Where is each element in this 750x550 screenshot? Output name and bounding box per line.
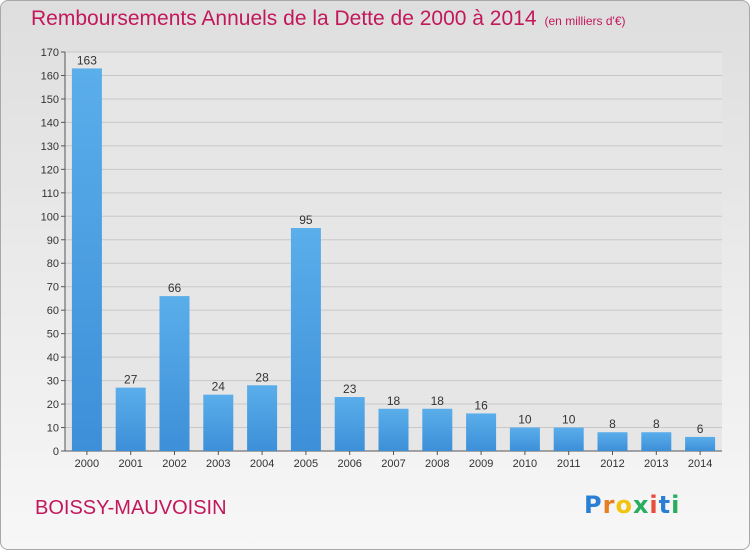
data-label-2006: 23 [343, 382, 357, 396]
proxiti-logo: Proxiti [584, 491, 680, 519]
x-tick-label-2013: 2013 [644, 458, 668, 470]
bar-2008 [422, 408, 453, 451]
chart-title-text: Remboursements Annuels de la Dette de 20… [31, 7, 537, 30]
y-tick-label: 130 [41, 141, 59, 153]
y-tick-label: 80 [47, 258, 59, 270]
bar-2006 [334, 397, 365, 451]
data-label-2002: 66 [168, 281, 182, 295]
y-tick-label: 160 [41, 70, 59, 82]
x-tick-label-2005: 2005 [294, 458, 318, 470]
y-tick-label: 10 [47, 423, 59, 435]
bar-2009 [466, 413, 497, 451]
commune-name: BOISSY-MAUVOISIN [35, 497, 227, 519]
logo-letter: i [671, 491, 681, 519]
data-label-2011: 10 [562, 413, 576, 427]
bar-2013 [641, 432, 672, 451]
x-tick-label-2011: 2011 [557, 458, 581, 470]
logo-letter: o [615, 491, 633, 519]
bar-2014 [685, 436, 716, 451]
data-label-2003: 24 [212, 380, 226, 394]
x-tick-label-2014: 2014 [688, 458, 712, 470]
x-tick-label-2009: 2009 [469, 458, 493, 470]
bar-2005 [290, 228, 321, 451]
bar-2003 [203, 394, 234, 451]
chart-unit: (en milliers d'€) [544, 14, 626, 28]
y-tick-label: 110 [41, 188, 59, 200]
bar-2011 [553, 427, 584, 451]
bar-2007 [378, 408, 409, 451]
bar-2002 [159, 296, 190, 451]
x-tick-label-2006: 2006 [337, 458, 361, 470]
y-tick-label: 60 [47, 305, 59, 317]
y-tick-label: 100 [41, 211, 59, 223]
y-tick-label: 20 [47, 399, 59, 411]
x-tick-label-2008: 2008 [425, 458, 449, 470]
y-tick-label: 40 [47, 352, 59, 364]
bar-2004 [247, 385, 278, 451]
data-label-2004: 28 [255, 370, 269, 384]
bar-2012 [597, 432, 628, 451]
data-label-2007: 18 [387, 394, 401, 408]
bar-2001 [115, 387, 146, 451]
y-tick-label: 70 [47, 282, 59, 294]
x-tick-label-2000: 2000 [75, 458, 99, 470]
logo-letter: t [658, 491, 672, 519]
y-tick-label: 50 [47, 329, 59, 341]
x-tick-label-2012: 2012 [600, 458, 624, 470]
bar-2010 [509, 427, 540, 451]
data-label-2012: 8 [609, 417, 616, 431]
data-label-2013: 8 [653, 417, 660, 431]
data-label-2001: 27 [124, 373, 138, 387]
chart-title: Remboursements Annuels de la Dette de 20… [31, 7, 626, 31]
y-tick-label: 150 [41, 94, 59, 106]
x-tick-label-2003: 2003 [206, 458, 230, 470]
logo-letter: r [602, 491, 616, 519]
x-tick-label-2004: 2004 [250, 458, 274, 470]
x-tick-label-2010: 2010 [513, 458, 537, 470]
y-tick-label: 120 [41, 164, 59, 176]
data-label-2008: 18 [431, 394, 445, 408]
data-label-2000: 163 [77, 53, 97, 67]
x-tick-label-2007: 2007 [381, 458, 405, 470]
logo-letter: x [632, 491, 650, 519]
y-tick-label: 30 [47, 376, 59, 388]
x-tick-label-2002: 2002 [162, 458, 186, 470]
y-tick-label: 90 [47, 235, 59, 247]
y-tick-label: 140 [41, 117, 59, 129]
data-label-2009: 16 [474, 398, 488, 412]
bar-2000 [71, 68, 102, 451]
data-label-2014: 6 [697, 422, 704, 436]
x-tick-label-2001: 2001 [118, 458, 142, 470]
logo-letter: i [649, 491, 659, 519]
y-tick-label: 0 [53, 446, 59, 458]
logo-letter: P [584, 491, 603, 519]
data-label-2005: 95 [299, 213, 313, 227]
y-tick-label: 170 [41, 47, 59, 59]
data-label-2010: 10 [518, 413, 532, 427]
